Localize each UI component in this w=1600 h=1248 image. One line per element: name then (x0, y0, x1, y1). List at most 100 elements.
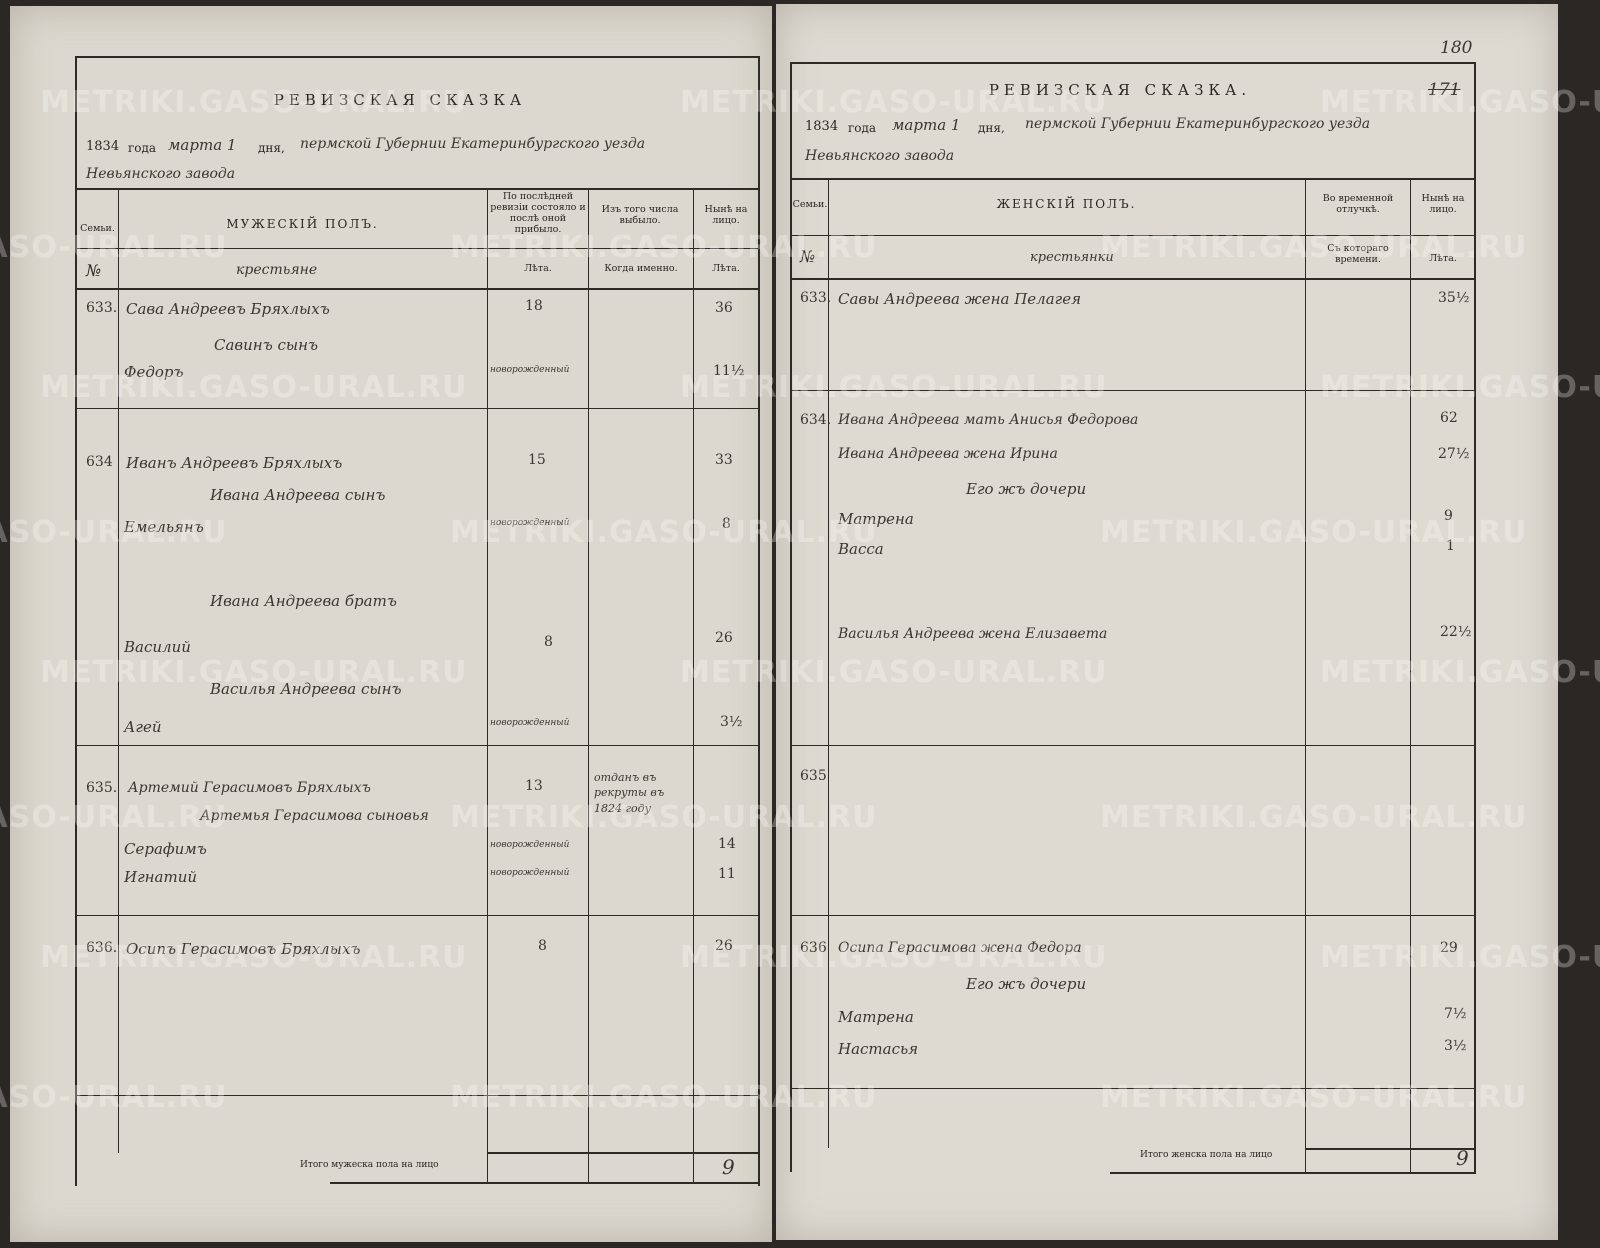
entry-present-age: 33 (715, 452, 733, 468)
family-number: 634 (86, 454, 113, 470)
watermark: METRIKI.GASO-URAL.RU (1320, 940, 1600, 975)
entry-name: Василья Андреева сынъ (210, 680, 402, 698)
year: 1834 (86, 139, 120, 154)
family-number: 635 (800, 768, 827, 784)
entry-name: Осипъ Герасимовъ Бряхлыхъ (126, 940, 361, 958)
family-number: 633. (86, 300, 118, 316)
family-number: 636. (86, 940, 118, 956)
entry-name: Агей (124, 718, 162, 736)
watermark: METRIKI.GASO-URAL.RU (40, 85, 468, 120)
entry-prev-age: новорожденный (490, 718, 570, 728)
date-month: марта 1 (892, 116, 961, 134)
header-number: № (800, 247, 816, 266)
total-value: 9 (1456, 1146, 1469, 1170)
watermark: METRIKI.GASO-URAL.RU (450, 230, 878, 265)
header-since: Съ котораго времени. (1327, 243, 1389, 265)
watermark: METRIKI.GASO-URAL.RU (680, 655, 1108, 690)
right-page (776, 4, 1558, 1240)
entry-name: Савы Андреева жена Пелагея (838, 290, 1082, 308)
header-departed: Изъ того числа выбыло. (601, 204, 679, 226)
entry-name: Матрена (838, 1008, 914, 1026)
entry-present-age: 3½ (1444, 1038, 1467, 1054)
entry-name: Василий (124, 638, 191, 656)
day-word: дня, (978, 121, 1005, 135)
header-family: Семьи. (792, 199, 828, 210)
watermark: METRIKI.GASO-URAL.RU (0, 230, 228, 265)
entry-present-age: 27½ (1438, 446, 1470, 462)
entry-prev-age: 8 (538, 938, 547, 954)
entry-name: Матрена (838, 510, 914, 528)
family-number: 634. (800, 412, 832, 428)
left-page (10, 6, 772, 1242)
entry-prev-age: 15 (528, 452, 546, 468)
header-when: Когда именно. (604, 263, 678, 274)
entry-name: Серафимъ (124, 840, 207, 858)
entry-prev-age: новорожденный (490, 365, 570, 375)
family-number: 633. (800, 290, 832, 306)
watermark: METRIKI.GASO-URAL.RU (1100, 515, 1528, 550)
entry-present-age: 9 (1444, 508, 1453, 524)
entry-name: Его жъ дочери (966, 975, 1087, 993)
watermark: METRIKI.GASO-URAL.RU (680, 370, 1108, 405)
entry-present-age: 3½ (720, 714, 743, 730)
entry-name: Ивана Андреева жена Ирина (838, 446, 1058, 462)
entry-present-age: 1 (1446, 538, 1455, 554)
header-present: Нынѣ на лицо. (1421, 193, 1465, 215)
total-label: Итого женска пола на лицо (1140, 1150, 1273, 1160)
watermark: METRIKI.GASO-URAL.RU (0, 515, 228, 550)
watermark: METRIKI.GASO-URAL.RU (450, 1080, 878, 1115)
entry-prev-age: 13 (525, 778, 543, 794)
day-word: дня, (258, 141, 285, 155)
total-label: Итого мужеска пола на лицо (300, 1160, 439, 1170)
watermark: METRIKI.GASO-URAL.RU (1100, 1080, 1528, 1115)
entry-name: Иванъ Андреевъ Бряхлыхъ (126, 454, 343, 472)
entry-present-age: 29 (1440, 940, 1458, 956)
family-number: 636 (800, 940, 827, 956)
entry-prev-age: новорожденный (490, 518, 570, 528)
year-word: года (128, 141, 157, 155)
entry-present-age: 36 (715, 300, 733, 316)
header-years: Лѣта. (524, 263, 552, 274)
watermark: METRIKI.GASO-URAL.RU (1320, 85, 1600, 120)
page-number: 180 (1440, 38, 1473, 58)
entry-name: Ивана Андреева мать Анисья Федорова (838, 412, 1139, 428)
watermark: METRIKI.GASO-URAL.RU (1100, 230, 1528, 265)
header-estate: крестьяне (236, 262, 318, 278)
family-number: 635. (86, 780, 118, 796)
entry-present-age: 14 (718, 836, 736, 852)
header-section: МУЖЕСКІЙ ПОЛЪ. (226, 217, 379, 231)
header-number: № (86, 261, 102, 280)
header-prev-revision: По послѣдней ревизіи состояло и послѣ он… (490, 191, 586, 235)
year: 1834 (805, 119, 839, 134)
watermark: METRIKI.GASO-URAL.RU (1100, 800, 1528, 835)
watermark: METRIKI.GASO-URAL.RU (450, 800, 878, 835)
entry-name: Федоръ (124, 363, 184, 381)
entry-name: Емельянъ (124, 518, 204, 536)
place-factory: Невьянского завода (805, 148, 955, 164)
place: пермской Губернии Екатеринбургского уезд… (300, 136, 646, 152)
entry-present-age: 35½ (1438, 290, 1470, 306)
entry-present-age: 7½ (1444, 1006, 1467, 1022)
entry-present-age: 62 (1440, 410, 1458, 426)
header-temp-absence: Во временной отлучкѣ. (1322, 193, 1394, 215)
entry-prev-age: новорожденный (490, 840, 570, 850)
entry-name: Савинъ сынъ (214, 336, 318, 354)
watermark: METRIKI.GASO-URAL.RU (0, 800, 228, 835)
entry-name: Игнатий (124, 868, 198, 886)
watermark: METRIKI.GASO-URAL.RU (1320, 370, 1600, 405)
entry-present-age: 11 (718, 866, 736, 882)
year-word: года (848, 121, 877, 135)
header-years-now: Лѣта. (712, 263, 740, 274)
entry-prev-age: 18 (525, 298, 543, 314)
entry-name: Васса (838, 540, 884, 558)
watermark: METRIKI.GASO-URAL.RU (1320, 655, 1600, 690)
entry-name: Его жъ дочери (966, 480, 1087, 498)
entry-name: Сава Андреевъ Бряхлыхъ (126, 300, 330, 318)
entry-name: Ивана Андреева братъ (210, 592, 397, 610)
date-month: марта 1 (168, 136, 237, 154)
entry-name: Ивана Андреева сынъ (210, 486, 386, 504)
entry-present-age: 26 (715, 938, 733, 954)
entry-departure: отданъ въ рекруты въ 1824 году (594, 771, 665, 815)
header-section: ЖЕНСКІЙ ПОЛЪ. (996, 197, 1137, 211)
watermark: METRIKI.GASO-URAL.RU (40, 370, 468, 405)
